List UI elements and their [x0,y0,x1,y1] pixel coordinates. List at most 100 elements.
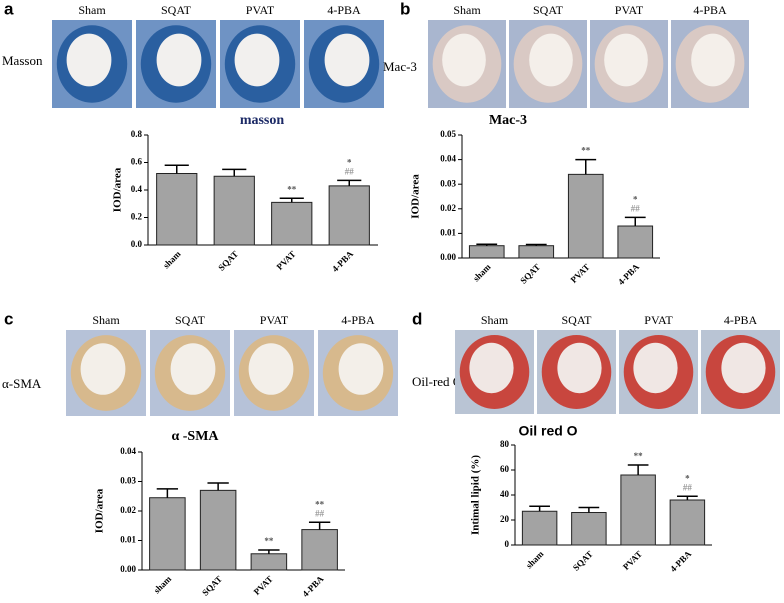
bar [328,185,370,246]
panel-letter: d [412,309,422,328]
bar [620,474,656,546]
y-tick-label: 0.8 [131,129,143,139]
error-bar [578,506,600,513]
x-tick-label: SQAT [200,574,224,598]
significance-mark: ## [683,482,693,492]
y-tick-label: 0.01 [440,227,456,237]
y-tick-label: 20 [500,514,510,524]
y-tick-label: 0.03 [120,476,136,486]
error-bar [476,243,498,246]
x-tick-label: SQAT [518,262,542,286]
column-label: SQAT [561,313,592,327]
error-bar [525,243,547,246]
vessel-lumen [338,343,384,395]
chart-title: Oil red O [518,423,577,439]
y-tick-label: 0.00 [440,252,456,262]
x-tick-label: SQAT [216,249,240,273]
row-label: Oil-red O [412,374,462,389]
bar [617,225,654,259]
row-label: Mac-3 [383,59,417,74]
x-tick-label: PVAT [621,549,644,572]
significance-mark: * [347,157,352,167]
x-tick-label: sham [524,548,546,570]
y-tick-label: 0.00 [120,564,136,574]
error-bar [207,482,229,491]
vessel-lumen [66,33,112,87]
vessel-lumen [80,343,126,395]
bar [571,512,607,546]
y-tick-label: 0.02 [120,505,136,515]
significance-mark: ## [345,166,355,176]
x-tick-label: 4-PBA [668,548,693,573]
significance-mark: ** [264,536,274,546]
bar [669,499,706,546]
error-bar [575,158,597,175]
bar [199,489,237,571]
chart-title: Mac-3 [489,113,527,128]
y-tick-label: 0 [505,539,510,549]
column-label: Sham [481,313,509,327]
error-bar [308,521,331,530]
vessel-lumen [170,343,216,395]
error-bar [627,464,649,475]
column-label: 4-PBA [341,313,375,327]
column-label: SQAT [161,3,192,17]
significance-mark: * [633,194,638,204]
panel-letter: c [4,309,13,328]
bar [156,173,198,246]
x-tick-label: PVAT [252,574,275,597]
row-label: Masson [2,53,43,68]
y-tick-label: 0.03 [440,178,456,188]
column-label: Sham [92,313,120,327]
vessel-lumen [557,342,602,394]
y-tick-label: 0.0 [131,239,143,249]
vessel-lumen [721,342,766,394]
y-axis-label: IOD/area [94,488,106,533]
column-label: SQAT [533,3,564,17]
column-label: PVAT [246,3,275,17]
vessel-lumen [529,33,573,87]
y-tick-label: 0.01 [120,535,136,545]
bar [250,553,288,571]
y-axis-label: IOD/area [112,167,124,212]
x-tick-label: 4-PBA [300,573,325,598]
panel-letter: b [400,0,410,18]
bar [271,201,313,246]
y-tick-label: 0.02 [440,203,456,213]
significance-mark: ** [581,146,591,156]
bar [213,175,255,246]
column-label: 4-PBA [693,3,727,17]
x-tick-label: PVAT [569,262,592,285]
error-bar [156,488,179,498]
y-tick-label: 40 [500,489,510,499]
y-tick-label: 60 [500,464,510,474]
bar [468,245,505,259]
y-tick-label: 0.6 [131,157,143,167]
x-tick-label: sham [471,261,493,283]
bar [521,510,558,546]
significance-mark: ## [631,203,641,213]
y-axis-label: Intimal lipid (%) [470,455,482,535]
column-label: PVAT [644,313,673,327]
chart-title: masson [240,113,285,128]
significance-mark: ** [315,499,325,509]
column-label: PVAT [260,313,289,327]
column-label: Sham [453,3,481,17]
bar [149,497,186,571]
y-tick-label: 0.04 [120,446,136,456]
y-tick-label: 0.04 [440,154,456,164]
x-tick-label: SQAT [571,549,595,573]
x-tick-label: sham [152,573,174,595]
x-tick-label: 4-PBA [330,248,355,273]
chart-title: α -SMA [171,429,219,444]
vessel-lumen [691,33,735,87]
panel-letter: a [4,0,14,18]
bar [518,245,555,259]
vessel-lumen [442,33,486,87]
row-label: α-SMA [2,376,42,391]
error-bar [164,164,189,174]
x-tick-label: sham [161,248,183,270]
error-bar [279,197,304,203]
vessel-lumen [633,342,678,394]
y-tick-label: 80 [500,439,510,449]
